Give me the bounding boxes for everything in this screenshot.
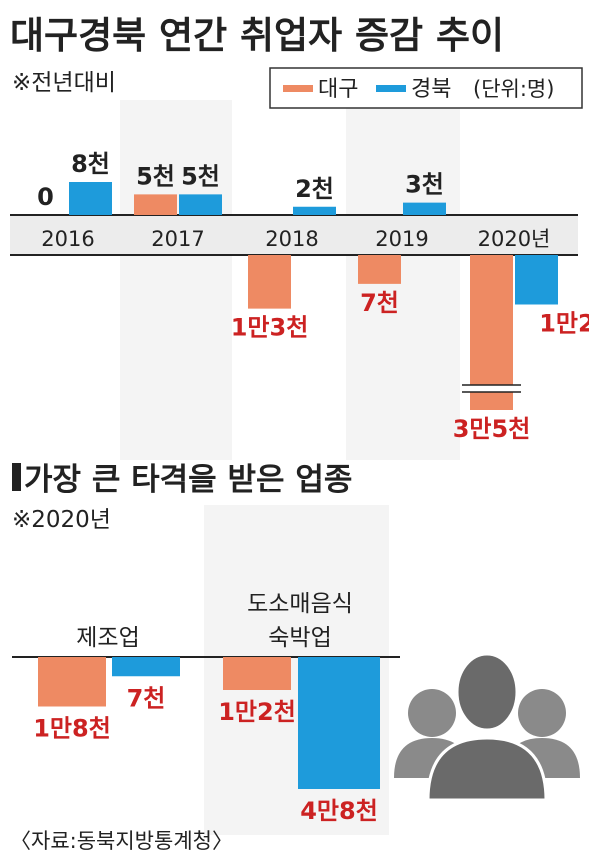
tick-label-2017: 2017 — [151, 227, 204, 251]
legend-swatch-daegu — [283, 85, 313, 92]
value-label-gyeongbuk-industry-0: 7천 — [127, 684, 166, 712]
bar-daegu-2018 — [248, 255, 291, 309]
value-label-daegu-industry-0: 1만8천 — [33, 715, 111, 743]
highlight-band-2017 — [120, 100, 232, 460]
value-label-gyeongbuk-industry-1: 4만8천 — [300, 797, 378, 825]
bar-daegu-2019 — [358, 255, 401, 284]
tick-label-2020년: 2020년 — [478, 227, 551, 251]
value-label-gyeongbuk-2018: 2천 — [295, 175, 334, 203]
bar-daegu-2017 — [134, 194, 177, 215]
source-note: 〈자료:동북지방통계청〉 — [10, 829, 233, 853]
chart-subtitle: ※전년대비 — [12, 70, 116, 96]
legend-swatch-gyeongbuk — [376, 85, 406, 92]
bar-gyeongbuk-2020년 — [515, 255, 558, 305]
industry-chart-title: 가장 큰 타격을 받은 업종 — [24, 462, 352, 498]
value-label-daegu-2018: 1만3천 — [231, 314, 309, 342]
industry-chart-note: ※2020년 — [12, 507, 111, 533]
bar-gyeongbuk-industry-1 — [298, 657, 380, 789]
annual-change-chart: 2016 0 8천 2017 5천 5천 2018 1만3천 2천 2019 7천 3천 2020년 3만… — [37, 150, 589, 443]
value-label-gyeongbuk-2019: 3천 — [405, 171, 444, 199]
legend-label-gyeongbuk: 경북 — [411, 77, 451, 102]
bar-gyeongbuk-2017 — [179, 194, 222, 215]
tick-label-2019: 2019 — [375, 227, 428, 251]
axis-break-gap — [462, 385, 521, 392]
category-label-1-line-1: 숙박업 — [268, 625, 331, 651]
value-label-daegu-2019: 7천 — [360, 289, 399, 317]
category-label-0-line-0: 제조업 — [76, 625, 139, 651]
bar-gyeongbuk-2019 — [403, 202, 446, 215]
bar-daegu-2020년 — [470, 255, 513, 410]
value-label-gyeongbuk-2016: 8천 — [71, 150, 110, 178]
value-label-daegu-2017: 5천 — [136, 162, 175, 190]
tick-label-2018: 2018 — [265, 227, 318, 251]
axis-strip — [10, 215, 578, 255]
bar-gyeongbuk-industry-0 — [112, 657, 180, 677]
value-label-gyeongbuk-2017: 5천 — [181, 162, 220, 190]
legend-box — [269, 67, 583, 109]
legend-label-daegu: 대구 — [318, 77, 358, 102]
value-label-daegu-2020년: 3만5천 — [453, 415, 531, 443]
person-icon-front — [426, 652, 548, 802]
bar-daegu-industry-0 — [38, 657, 106, 707]
section-marker — [12, 463, 21, 491]
category-label-1-line-0: 도소매음식 — [247, 591, 353, 617]
value-label-daegu-2016: 0 — [37, 183, 54, 211]
bar-daegu-industry-1 — [223, 657, 291, 690]
bar-gyeongbuk-2018 — [293, 206, 336, 215]
value-label-gyeongbuk-2020년: 1만2천 — [539, 310, 589, 338]
value-label-daegu-industry-1: 1만2천 — [218, 698, 296, 726]
bar-gyeongbuk-2016 — [69, 182, 112, 215]
legend-unit: (단위:명) — [473, 77, 554, 101]
tick-label-2016: 2016 — [41, 227, 94, 251]
chart-title: 대구경북 연간 취업자 증감 추이 — [10, 14, 504, 57]
